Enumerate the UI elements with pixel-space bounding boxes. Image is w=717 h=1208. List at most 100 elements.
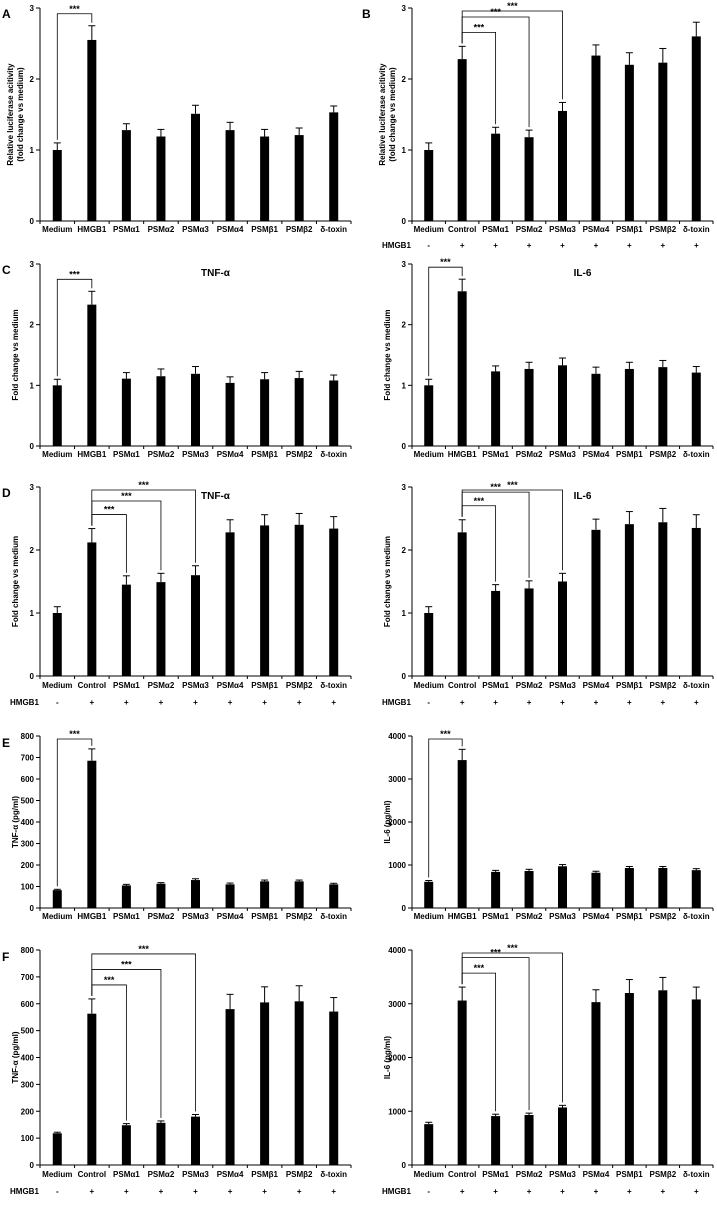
bar — [691, 36, 701, 222]
significance-label: *** — [138, 480, 149, 490]
treatment-mark: + — [89, 1187, 94, 1196]
bar — [121, 584, 131, 676]
category-label: HMGB1 — [77, 450, 106, 459]
bar — [52, 385, 62, 446]
significance-bracket — [428, 266, 463, 377]
bar — [294, 378, 304, 446]
category-label: PSMα1 — [482, 681, 509, 690]
category-label: PSMβ1 — [251, 1170, 278, 1179]
y-tick-label: 0 — [30, 217, 35, 226]
bar — [524, 1115, 534, 1165]
bar — [156, 1122, 166, 1165]
category-label: PSMα2 — [148, 681, 175, 690]
category-label: PSMα2 — [148, 450, 175, 459]
bar — [491, 871, 501, 908]
y-tick-label: 100 — [21, 883, 35, 892]
category-label: PSMα3 — [549, 681, 576, 690]
bar — [558, 365, 567, 446]
bar — [260, 379, 270, 446]
y-axis-label: Fold change vs medium — [383, 309, 392, 400]
category-label: δ-toxin — [320, 1170, 347, 1179]
treatment-mark: + — [89, 698, 94, 707]
bar — [156, 883, 166, 908]
bar — [156, 136, 166, 221]
bar — [658, 868, 668, 908]
panel-title: TNF-α — [201, 491, 231, 502]
treatment-label: HMGB1 — [10, 698, 39, 707]
y-tick-label: 2 — [402, 546, 407, 555]
y-tick-label: 700 — [21, 973, 35, 982]
category-label: δ-toxin — [683, 681, 710, 690]
chart-panel-4: 0 1 2 3 Medium - Control + PSMα1 + PSMα2 + PSMα3 + PSM… — [2, 480, 352, 707]
y-axis-label: Fold change vs medium — [11, 309, 20, 400]
bar — [294, 135, 304, 221]
category-label: PSMα1 — [482, 450, 509, 459]
bar — [691, 527, 701, 676]
bar — [52, 150, 62, 221]
treatment-mark: + — [159, 698, 164, 707]
category-label: PSMα1 — [113, 1170, 140, 1179]
significance-bracket — [461, 505, 497, 582]
bar — [691, 870, 701, 908]
y-tick-label: 2 — [402, 75, 407, 84]
category-label: Medium — [42, 225, 72, 234]
chart-panel-9: 0 1000 2000 3000 4000 Medium - Control + PSMα1 + PS… — [382, 943, 714, 1196]
y-tick-label: 3 — [402, 260, 407, 269]
significance-bracket — [428, 738, 463, 878]
y-axis-label: Relative luciferase acitivity — [378, 63, 387, 166]
bar — [691, 999, 701, 1165]
category-label: PSMβ1 — [616, 912, 643, 921]
category-label: Medium — [414, 450, 444, 459]
bar — [121, 885, 131, 908]
treatment-mark: + — [493, 241, 498, 250]
category-label: PSMβ2 — [649, 681, 676, 690]
significance-bracket — [91, 489, 196, 563]
bar — [658, 367, 668, 446]
bar — [121, 1125, 131, 1165]
bar — [524, 137, 534, 221]
y-tick-label: 0 — [402, 1161, 407, 1170]
y-tick-label: 500 — [21, 797, 35, 806]
bar — [191, 575, 200, 676]
category-label: PSMα1 — [482, 1170, 509, 1179]
treatment-mark: - — [427, 698, 430, 707]
significance-label: *** — [121, 491, 132, 501]
treatment-mark: + — [193, 1187, 198, 1196]
category-label: PSMα1 — [113, 912, 140, 921]
significance-label: *** — [138, 944, 149, 954]
category-label: PSMα4 — [583, 1170, 610, 1179]
category-label: PSMα2 — [516, 912, 543, 921]
y-tick-label: 0 — [402, 217, 407, 226]
bar — [225, 382, 235, 446]
bar — [558, 581, 567, 676]
category-label: PSMα4 — [217, 450, 244, 459]
category-label: PSMα2 — [516, 450, 543, 459]
y-axis-label: Fold change vs medium — [11, 536, 20, 627]
bar — [457, 59, 467, 222]
y-axis-label: IL-6 (pg/ml) — [383, 1036, 392, 1079]
category-label: PSMα4 — [583, 681, 610, 690]
category-label: PSMα3 — [182, 225, 209, 234]
bar — [457, 1000, 467, 1165]
category-label: PSMβ1 — [251, 912, 278, 921]
y-tick-label: 0 — [30, 1161, 35, 1170]
category-label: PSMβ2 — [286, 681, 313, 690]
y-axis-label: (fold change vs medium) — [16, 67, 25, 162]
category-label: PSMβ2 — [649, 1170, 676, 1179]
category-label: PSMα2 — [148, 225, 175, 234]
y-tick-label: 1000 — [388, 861, 406, 870]
bar — [329, 1011, 339, 1165]
treatment-mark: + — [527, 1187, 532, 1196]
category-label: HMGB1 — [77, 912, 106, 921]
category-label: PSMβ2 — [649, 912, 676, 921]
treatment-mark: - — [427, 1187, 430, 1196]
chart-panel-8: 0 100 200 300 400 500 600 700 800 Medium - Control +… — [2, 944, 352, 1196]
y-tick-label: 200 — [21, 861, 35, 870]
category-label: δ-toxin — [683, 450, 710, 459]
bar — [591, 373, 601, 446]
treatment-mark: + — [560, 698, 565, 707]
y-tick-label: 0 — [30, 904, 35, 913]
y-tick-label: 1 — [30, 146, 35, 155]
category-label: δ-toxin — [683, 225, 710, 234]
